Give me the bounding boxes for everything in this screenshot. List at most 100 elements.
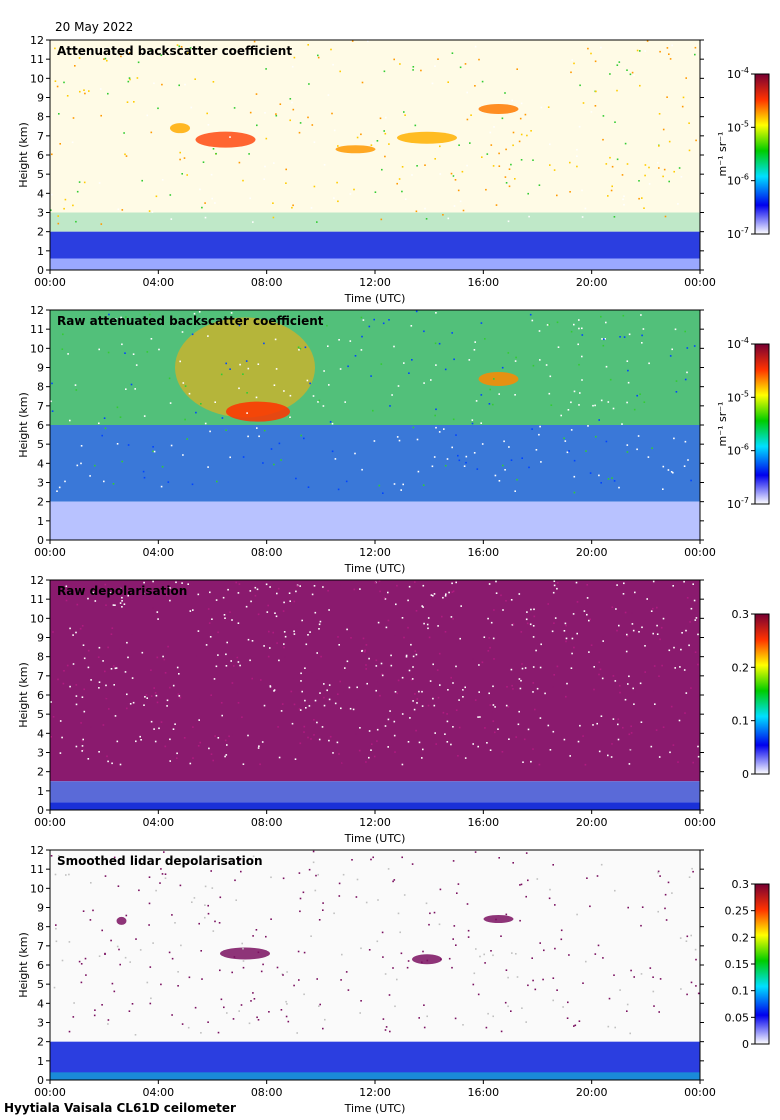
- speckle-dot: [143, 704, 145, 706]
- speckle-dot: [563, 437, 565, 440]
- speckle-dot: [401, 856, 403, 859]
- speckle-dot: [612, 675, 615, 677]
- speckle-dot: [685, 692, 688, 694]
- speckle-dot: [602, 686, 605, 688]
- speckle-dot: [83, 89, 85, 91]
- speckle-dot: [450, 616, 453, 618]
- speckle-dot: [323, 704, 326, 707]
- speckle-dot: [554, 947, 556, 950]
- speckle-dot: [362, 319, 365, 321]
- speckle-dot: [339, 680, 341, 683]
- speckle-dot: [208, 687, 210, 690]
- speckle-dot: [408, 372, 410, 374]
- speckle-dot: [692, 583, 694, 585]
- speckle-dot: [451, 446, 453, 449]
- speckle-dot: [75, 684, 78, 686]
- y-tick-label: 1: [37, 1055, 44, 1068]
- speckle-dot: [278, 442, 281, 445]
- speckle-dot: [127, 80, 130, 83]
- speckle-dot: [408, 669, 411, 672]
- speckle-dot: [593, 666, 595, 668]
- speckle-dot: [516, 68, 518, 70]
- speckle-dot: [432, 663, 434, 666]
- speckle-dot: [318, 733, 321, 735]
- speckle-dot: [191, 483, 194, 486]
- speckle-dot: [403, 732, 406, 735]
- speckle-dot: [149, 966, 152, 968]
- speckle-dot: [452, 860, 455, 862]
- speckle-dot: [187, 583, 189, 585]
- speckle-dot: [505, 969, 508, 971]
- speckle-dot: [576, 148, 578, 151]
- speckle-dot: [204, 202, 206, 204]
- y-tick-label: 9: [37, 92, 44, 105]
- speckle-dot: [412, 700, 414, 702]
- speckle-dot: [252, 721, 255, 724]
- speckle-dot: [438, 431, 441, 433]
- speckle-dot: [581, 334, 584, 336]
- speckle-dot: [560, 938, 563, 941]
- speckle-dot: [76, 603, 79, 606]
- speckle-dot: [129, 592, 132, 595]
- speckle-dot: [334, 702, 337, 705]
- speckle-dot: [350, 700, 352, 702]
- speckle-dot: [453, 358, 455, 361]
- speckle-dot: [540, 643, 542, 646]
- speckle-dot: [476, 625, 479, 628]
- speckle-dot: [442, 214, 444, 216]
- panel-title: Raw depolarisation: [57, 584, 187, 598]
- speckle-dot: [611, 185, 613, 188]
- speckle-dot: [671, 44, 673, 47]
- speckle-dot: [80, 722, 82, 724]
- speckle-dot: [653, 1005, 655, 1007]
- speckle-dot: [56, 85, 59, 88]
- speckle-dot: [236, 718, 238, 720]
- speckle-dot: [337, 145, 339, 147]
- speckle-dot: [199, 188, 201, 191]
- speckle-dot: [673, 437, 675, 440]
- speckle-dot: [431, 82, 434, 85]
- speckle-dot: [534, 988, 537, 991]
- speckle-dot: [283, 646, 285, 649]
- speckle-dot: [228, 661, 230, 663]
- speckle-dot: [338, 644, 340, 646]
- speckle-dot: [444, 631, 447, 633]
- speckle-dot: [237, 592, 240, 594]
- speckle-dot: [484, 962, 486, 964]
- speckle-dot: [619, 684, 621, 687]
- speckle-dot: [609, 720, 612, 723]
- speckle-dot: [120, 316, 122, 319]
- speckle-dot: [106, 755, 108, 758]
- speckle-dot: [372, 409, 374, 412]
- speckle-dot: [233, 107, 236, 109]
- speckle-dot: [487, 1012, 489, 1015]
- speckle-dot: [262, 462, 264, 464]
- speckle-dot: [318, 628, 320, 630]
- speckle-dot: [634, 591, 636, 594]
- speckle-dot: [652, 990, 655, 993]
- speckle-dot: [495, 580, 497, 583]
- speckle-dot: [672, 744, 675, 746]
- speckle-dot: [93, 584, 95, 587]
- speckle-dot: [437, 715, 439, 718]
- speckle-dot: [169, 402, 172, 404]
- speckle-dot: [57, 215, 59, 217]
- speckle-dot: [641, 906, 644, 908]
- speckle-dot: [224, 739, 227, 742]
- speckle-dot: [171, 914, 173, 916]
- speckle-dot: [492, 1015, 494, 1018]
- speckle-dot: [633, 408, 636, 411]
- speckle-dot: [527, 879, 529, 882]
- speckle-dot: [438, 342, 441, 345]
- speckle-dot: [488, 637, 490, 639]
- speckle-dot: [257, 951, 260, 954]
- speckle-dot: [328, 384, 330, 386]
- speckle-dot: [474, 699, 477, 701]
- colorbar-tick-label: 10-6: [727, 443, 749, 458]
- speckle-dot: [382, 492, 384, 494]
- speckle-dot: [104, 583, 107, 586]
- speckle-dot: [198, 719, 200, 721]
- speckle-dot: [293, 703, 296, 706]
- speckle-dot: [349, 340, 352, 342]
- speckle-dot: [70, 608, 73, 610]
